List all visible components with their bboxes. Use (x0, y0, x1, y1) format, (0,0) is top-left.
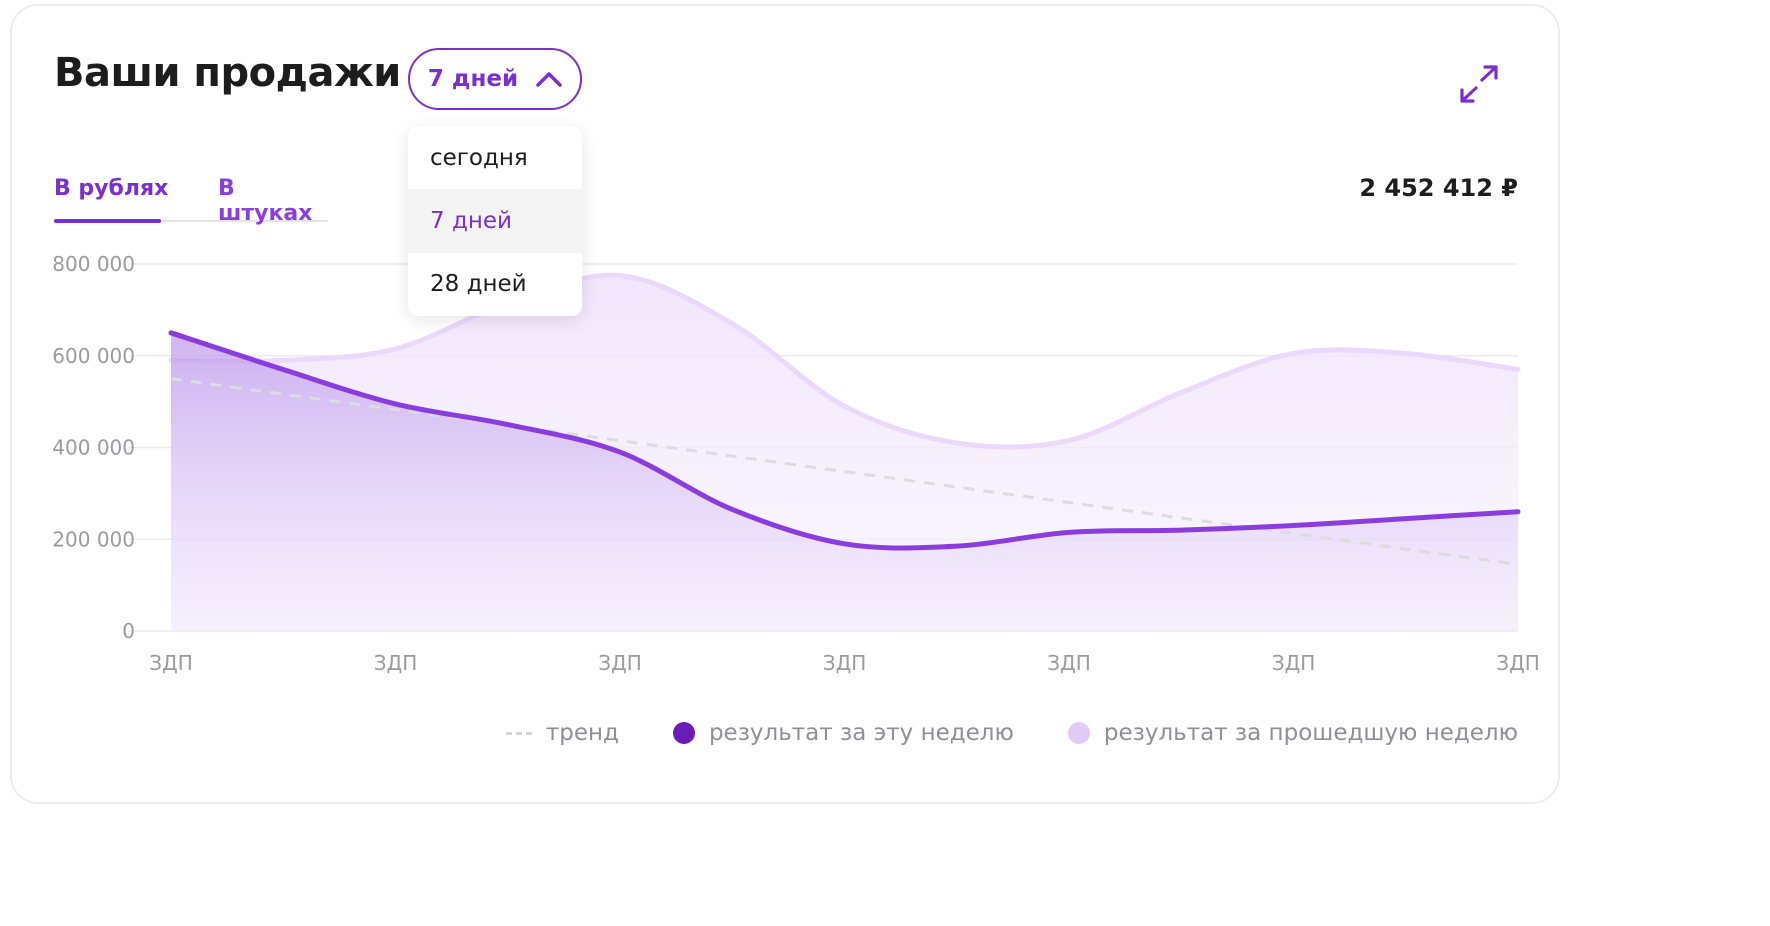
active-tab-indicator (54, 219, 161, 223)
chart-legend: тренд результат за эту неделю результат … (505, 720, 1518, 746)
legend-label-this-week: результат за эту неделю (708, 720, 1014, 746)
tab-rubles[interactable]: В рублях (54, 176, 169, 201)
period-select-label: 7 дней (427, 66, 519, 92)
this-week-dot-swatch (672, 722, 695, 744)
legend-item-last-week: результат за прошедшую неделю (1067, 720, 1518, 746)
period-option-today[interactable]: сегодня (430, 144, 528, 171)
legend-item-trend: тренд (505, 720, 619, 746)
unit-tabs: В рублях В штуках (54, 166, 328, 226)
period-option-28-days[interactable]: 28 дней (430, 271, 527, 298)
sales-total: 2 452 412 ₽ (1359, 174, 1518, 202)
legend-label-last-week: результат за прошедшую неделю (1103, 720, 1518, 746)
sales-card (10, 4, 1560, 804)
tab-pieces[interactable]: В штуках (218, 176, 313, 226)
chevron-up-icon (536, 72, 562, 87)
trend-dash-swatch (505, 731, 532, 735)
period-option-7-days[interactable]: 7 дней (408, 189, 582, 253)
period-dropdown: сегодня 7 дней 28 дней (408, 126, 582, 316)
expand-icon[interactable] (1458, 64, 1500, 104)
legend-label-trend: тренд (545, 720, 619, 746)
period-select-button[interactable]: 7 дней (408, 48, 582, 110)
legend-item-this-week: результат за эту неделю (672, 720, 1014, 746)
page-title: Ваши продажи (54, 50, 401, 96)
last-week-dot-swatch (1067, 722, 1090, 744)
